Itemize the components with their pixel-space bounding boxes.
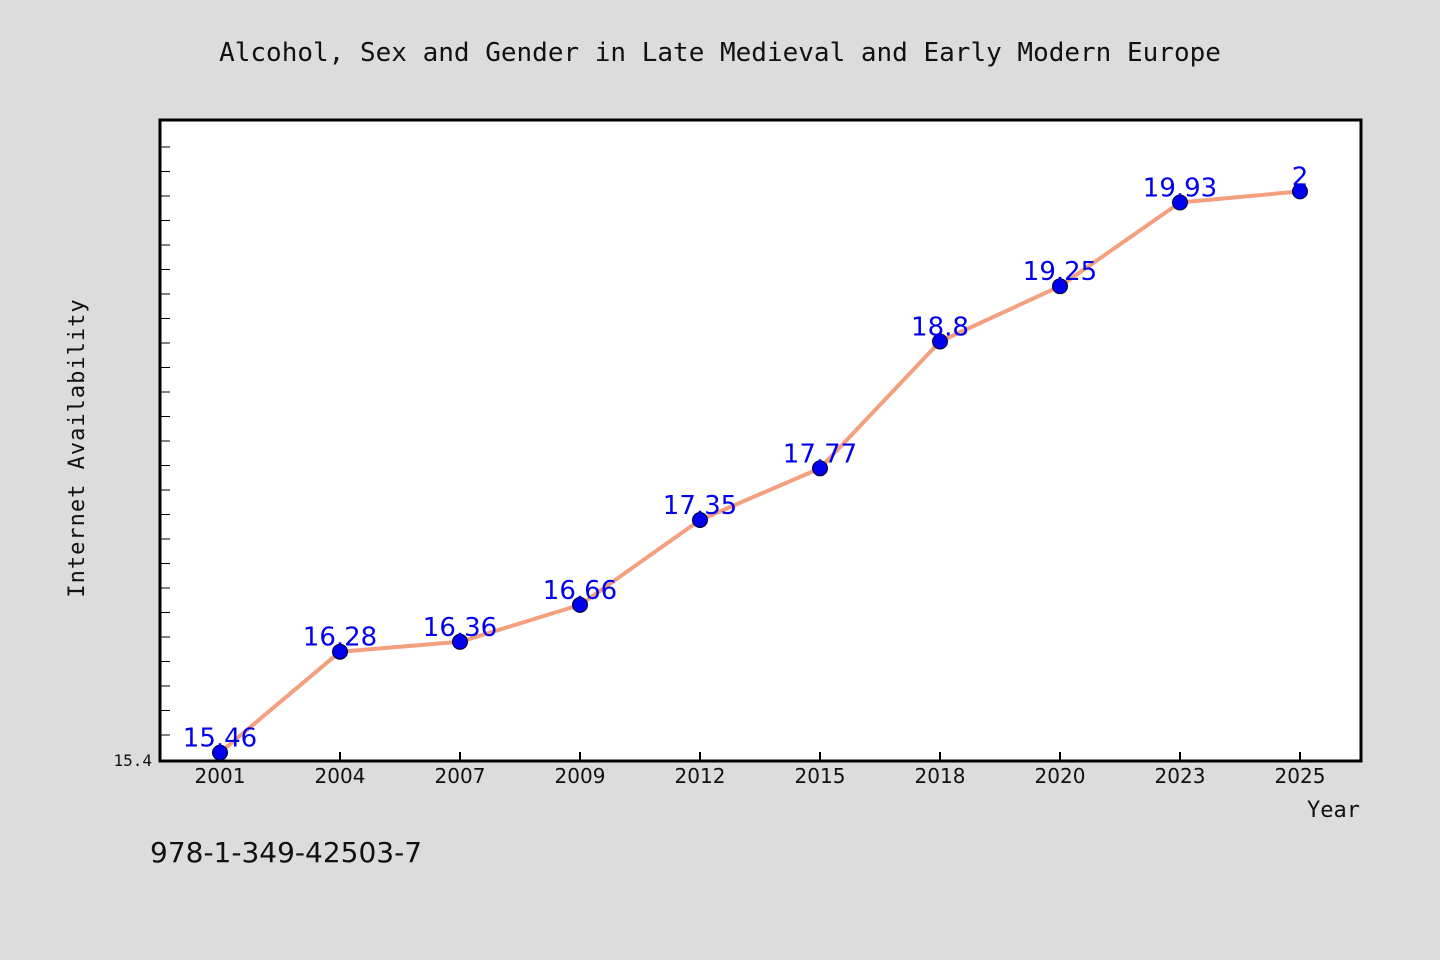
data-label: 17.77 [783, 439, 857, 469]
data-point [572, 596, 588, 613]
data-point [1172, 194, 1188, 211]
data-label: 19.25 [1023, 257, 1097, 287]
x-tick-label: 2001 [195, 764, 246, 788]
x-tick-label: 2012 [675, 764, 726, 788]
data-point [332, 643, 348, 660]
data-markers [212, 183, 1308, 761]
data-labels: 15.46 16.28 16.36 16.66 17.35 17.77 18.8 19.25 1… [183, 162, 1308, 753]
data-label: 16.28 [303, 623, 377, 653]
x-tick-label: 2023 [1155, 764, 1206, 788]
x-tick-label: 2020 [1035, 764, 1086, 788]
data-label: 17.35 [663, 491, 737, 521]
data-label: 18.8 [911, 313, 969, 343]
data-point [932, 333, 948, 350]
chart-title: Alcohol, Sex and Gender in Late Medieval… [219, 38, 1221, 68]
x-tick-label: 2009 [555, 764, 606, 788]
data-point [1292, 183, 1308, 200]
data-label: 16.36 [423, 613, 497, 643]
x-axis-ticks: 2001 2004 2007 2009 2012 2015 2018 2020 2023 2025 [195, 752, 1326, 788]
data-label: 19.93 [1143, 174, 1217, 204]
y-axis-label: Internet Availability [65, 298, 90, 597]
x-tick-label: 2007 [435, 764, 486, 788]
x-tick-label: 2015 [795, 764, 846, 788]
plot-area [158, 118, 1363, 763]
data-point [692, 512, 708, 528]
data-label: 16.66 [543, 576, 617, 606]
x-tick-label: 2018 [915, 764, 966, 788]
x-tick-label: 2004 [315, 764, 366, 788]
data-point [452, 633, 468, 650]
isbn-text: 978-1-349-42503-7 [150, 836, 422, 869]
y-axis-ticks: 15.4 [113, 751, 152, 770]
data-label: 15.46 [183, 724, 257, 754]
x-tick-label: 2025 [1275, 764, 1326, 788]
data-point [812, 460, 828, 477]
y-tick-label: 15.4 [113, 751, 152, 770]
x-axis-label: Year [1307, 798, 1360, 823]
data-label: 2 [1292, 162, 1309, 192]
data-point [212, 744, 228, 761]
series-line [218, 189, 1301, 755]
y-minor-ticks [160, 146, 170, 736]
data-point [1052, 278, 1068, 295]
